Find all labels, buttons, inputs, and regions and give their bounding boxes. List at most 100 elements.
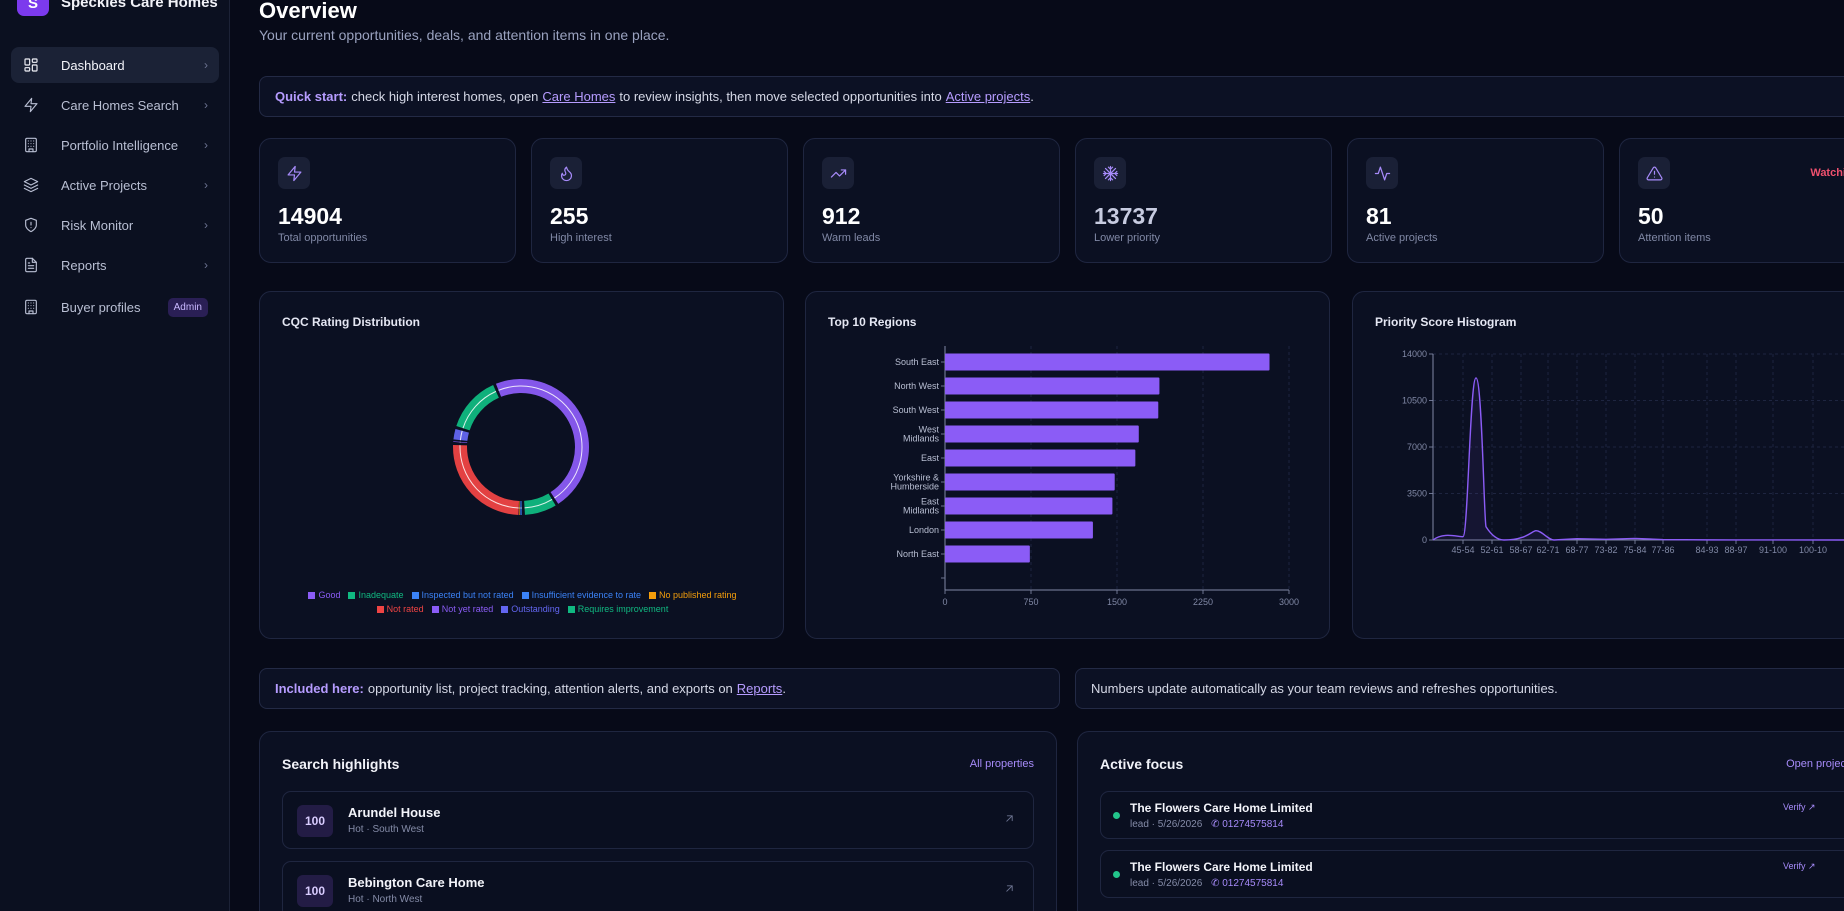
legend-item[interactable]: Inspected but not rated [411,588,514,602]
phone-number[interactable]: 01274575814 [1222,878,1284,889]
sidebar-item-reports[interactable]: Reports › [11,247,219,283]
legend-item[interactable]: Inadequate [348,588,404,602]
brand[interactable]: S Speckles Care Homes [17,0,218,16]
sidebar-item-portfolio-intelligence[interactable]: Portfolio Intelligence › [11,127,219,163]
kpi-label: Warm leads [822,232,881,244]
bar [945,521,1093,539]
bar [945,449,1136,467]
chevron-right-icon: › [204,218,208,232]
legend-item[interactable]: Insufficient evidence to rate [521,588,641,602]
bar [945,401,1159,419]
phone-icon: ✆ [1211,819,1220,830]
lightning-icon [22,96,40,114]
sidebar-item-dashboard[interactable]: Dashboard › [11,47,219,83]
bar [945,353,1270,371]
included-lead: Included here: [275,681,364,696]
kpi-value: 81 [1366,203,1392,229]
verify-link[interactable]: Verify ↗ [1783,802,1816,813]
kpi-card-lower-priority: 13737 Lower priority [1075,138,1332,263]
histogram-chart: 0 3500 7000 10500 14000 45-54 52-61 58-67 62-71 6… [1402,349,1844,555]
legend-label: Good [318,590,341,600]
kpi-value: 50 [1638,203,1664,229]
legend-item[interactable]: Not yet rated [431,602,494,616]
donut-slice-outline [498,385,583,499]
kpi-value: 13737 [1094,203,1158,229]
legend-label: Not yet rated [441,604,494,614]
kpi-label: Lower priority [1094,232,1161,244]
legend-label: Inadequate [358,590,404,600]
bar [945,545,1030,563]
all-properties-link[interactable]: All properties [969,758,1034,770]
y-tick-label: 14000 [1402,349,1427,359]
numbers-note: Numbers update automatically as your tea… [1091,681,1558,696]
x-tick-label: 58-67 [1509,545,1532,555]
sidebar-item-buyer-profiles[interactable]: Buyer profiles Admin [11,289,219,325]
reports-link[interactable]: Reports [736,681,783,696]
legend-item[interactable]: No published rating [649,588,737,602]
property-meta: Hot · North West [348,894,423,905]
chevron-right-icon: › [204,58,208,72]
building-icon [22,298,40,316]
shield-alert-icon [22,216,40,234]
kpi-label: High interest [550,232,612,244]
phone-number[interactable]: 01274575814 [1222,819,1284,830]
search-highlights-card: Search highlights All properties 100 Aru… [259,731,1057,911]
focus-meta: lead · 5/26/2026 ✆ 01274575814 [1130,878,1283,889]
property-meta: Hot · South West [348,824,424,835]
trending-up-icon [822,157,854,189]
y-tick-label: South East [895,357,940,367]
legend-label: Not rated [386,604,424,614]
y-tick-label: Midlands [903,506,940,516]
x-tick-label: 62-71 [1536,545,1559,555]
x-tick-label: 88-97 [1724,545,1747,555]
verify-link[interactable]: Verify ↗ [1783,861,1816,872]
active-projects-link[interactable]: Active projects [945,89,1031,104]
sidebar-item-active-projects[interactable]: Active Projects › [11,167,219,203]
focus-meta: lead · 5/26/2026 ✆ 01274575814 [1130,819,1283,830]
y-tick-label: East [921,453,940,463]
kpi-label: Total opportunities [278,232,368,244]
open-projects-link[interactable]: Open projec [1786,758,1844,770]
sidebar-nav: Dashboard › Care Homes Search › Portfoli… [11,47,219,329]
bar-chart: 0 750 1500 2250 3000 South East North West Sout… [890,346,1299,607]
legend-swatch [376,605,384,613]
sidebar-item-label: Reports [61,257,107,273]
top-regions-card: Top 10 Regions 0 750 1500 2250 3000 South Eas… [805,291,1330,639]
kpi-card-attention-items: 50 Attention items Watchi [1619,138,1844,263]
warning-icon [1638,157,1670,189]
legend-item[interactable]: Requires improvement [567,602,668,616]
snowflake-icon [1094,157,1126,189]
x-tick-label: 750 [1023,597,1038,607]
list-item[interactable]: The Flowers Care Home Limited lead · 5/2… [1100,850,1844,898]
quick-start-text: check high interest homes, open [351,89,539,104]
care-homes-link[interactable]: Care Homes [542,89,616,104]
sidebar-item-risk-monitor[interactable]: Risk Monitor › [11,207,219,243]
list-item[interactable]: The Flowers Care Home Limited lead · 5/2… [1100,791,1844,839]
donut-slice [523,493,556,515]
x-tick-label: 73-82 [1594,545,1617,555]
x-tick-label: 84-93 [1695,545,1718,555]
sidebar-item-label: Buyer profiles [61,299,141,315]
external-link-icon: ↗ [1808,861,1816,871]
quick-start-text: to review insights, then move selected o… [619,89,942,104]
donut-slice [453,444,520,515]
lead-date: lead · 5/26/2026 [1130,878,1203,889]
company-name: The Flowers Care Home Limited [1130,860,1313,874]
histogram-area [1433,377,1844,540]
legend-item[interactable]: Outstanding [501,602,560,616]
section-title: Search highlights [282,756,400,772]
section-title: Active focus [1100,756,1184,772]
y-tick-label: Yorkshire & [893,473,939,483]
legend-swatch [348,591,356,599]
kpi-card-active-projects: 81 Active projects [1347,138,1604,263]
list-item[interactable]: 100 Arundel House Hot · South West [282,791,1034,849]
legend-item[interactable]: Not rated [376,602,424,616]
sidebar-item-label: Risk Monitor [61,217,134,233]
legend-item[interactable]: Good [308,588,340,602]
donut-slice [495,379,589,504]
x-tick-label: 68-77 [1565,545,1588,555]
sidebar-item-care-homes-search[interactable]: Care Homes Search › [11,87,219,123]
brand-logo: S [17,0,49,16]
activity-icon [1366,157,1398,189]
list-item[interactable]: 100 Bebington Care Home Hot · North West [282,861,1034,911]
